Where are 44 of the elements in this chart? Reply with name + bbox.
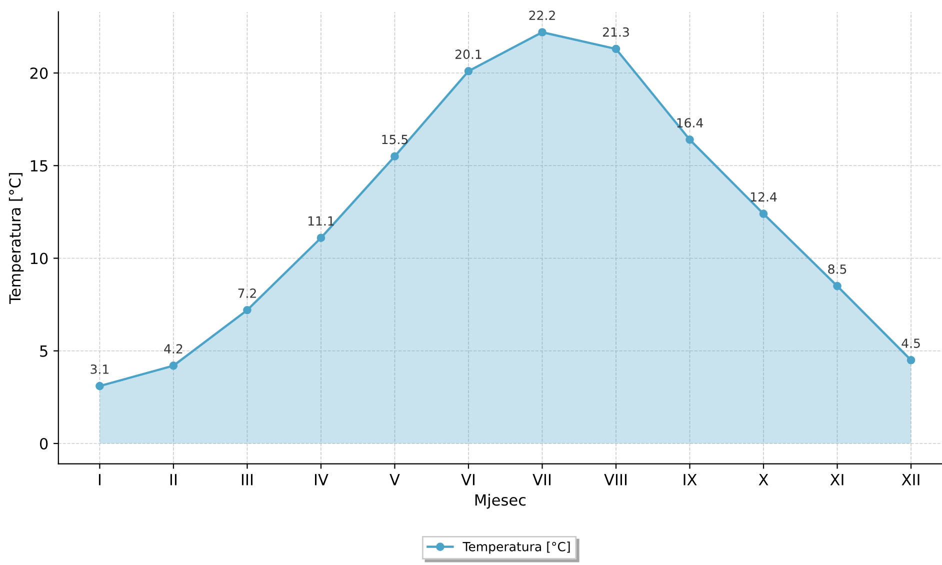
y-axis-title: Temperatura [°C] xyxy=(8,173,24,304)
x-tick-label: I xyxy=(98,474,100,486)
data-label: 4.2 xyxy=(164,344,182,354)
y-tick-label: 5 xyxy=(40,346,48,357)
data-label: 20.1 xyxy=(455,50,482,59)
point xyxy=(464,66,473,76)
point xyxy=(686,136,694,144)
x-tick-label: X xyxy=(758,474,768,486)
y-tick-label: 20 xyxy=(30,67,48,80)
point xyxy=(169,362,178,370)
point xyxy=(96,382,104,390)
legend-label: Temperatura [°C] xyxy=(462,542,570,554)
x-tick-label: VIII xyxy=(604,474,626,486)
y-tick-label: 15 xyxy=(30,160,48,172)
point xyxy=(243,306,252,314)
data-label: 16.4 xyxy=(677,118,703,128)
y-tick-label: 0 xyxy=(40,438,48,450)
data-label: 7.2 xyxy=(238,288,256,298)
x-axis-title: Mjesec xyxy=(475,494,526,509)
data-label: 12.4 xyxy=(750,192,777,202)
point xyxy=(390,152,399,161)
data-label: 3.1 xyxy=(90,364,108,374)
x-tick-label: IX xyxy=(684,474,697,486)
point xyxy=(759,210,768,218)
x-tick-label: XII xyxy=(902,474,920,486)
point xyxy=(612,44,620,54)
x-tick-label: XI xyxy=(830,474,844,486)
y-tick-label: 10 xyxy=(30,252,48,264)
data-label: 4.5 xyxy=(902,338,920,348)
point xyxy=(316,234,326,242)
x-tick-label: VII xyxy=(532,474,550,486)
x-tick-label: VI xyxy=(461,474,474,486)
point xyxy=(833,282,842,290)
data-label: 15.5 xyxy=(382,134,408,144)
point xyxy=(538,28,546,36)
point xyxy=(906,356,916,364)
x-tick-label: II xyxy=(170,474,176,486)
x-tick-label: III xyxy=(242,474,252,486)
data-label: 22.2 xyxy=(529,10,555,20)
data-label: 21.3 xyxy=(603,27,629,37)
x-tick-label: IV xyxy=(314,474,328,486)
data-label: 8.5 xyxy=(828,264,846,274)
x-tick-label: V xyxy=(390,474,400,486)
data-label: 11.1 xyxy=(308,216,334,226)
